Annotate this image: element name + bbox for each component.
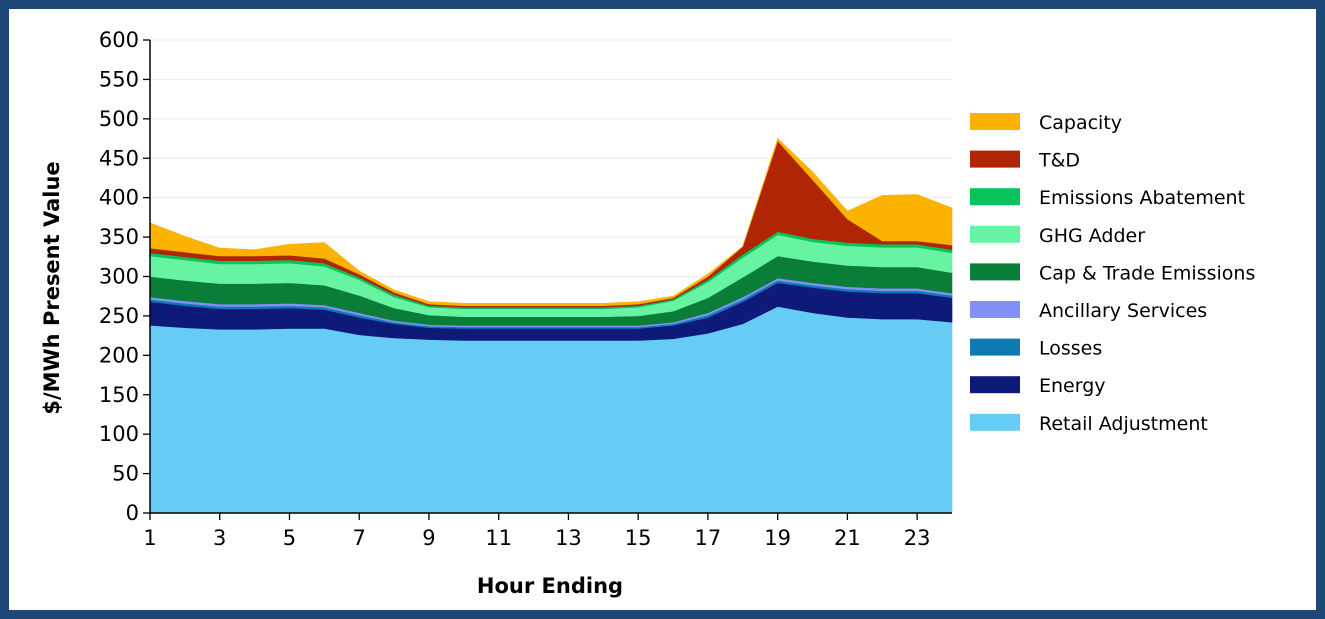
legend-label-ancillary-services: Ancillary Services <box>1039 300 1207 322</box>
y-tick-label-9: 450 <box>99 146 139 170</box>
legend-label-losses: Losses <box>1039 338 1102 360</box>
legend-swatch-cap-trade-emissions <box>970 263 1020 281</box>
legend-label-capacity: Capacity <box>1039 112 1122 134</box>
x-tick-label-9: 19 <box>764 526 791 550</box>
legend-label-emissions-abatement: Emissions Abatement <box>1039 187 1245 209</box>
legend-label-retail-adjustment: Retail Adjustment <box>1039 413 1208 435</box>
legend-label-energy: Energy <box>1039 375 1106 397</box>
y-tick-label-12: 600 <box>99 28 139 52</box>
legend-swatch-energy <box>970 376 1020 394</box>
y-tick-label-7: 350 <box>99 225 139 249</box>
y-tick-label-2: 100 <box>99 422 139 446</box>
legend-swatch-emissions-abatement <box>970 188 1020 206</box>
legend-label-t-d: T&D <box>1038 150 1080 172</box>
legend-label-cap-trade-emissions: Cap & Trade Emissions <box>1039 262 1255 284</box>
x-tick-label-3: 7 <box>353 526 366 550</box>
y-axis-title: $/MWh Present Value <box>40 161 64 414</box>
legend-label-ghg-adder: GHG Adder <box>1039 225 1145 247</box>
legend-swatch-losses <box>970 338 1020 356</box>
legend-swatch-t-d <box>970 150 1020 168</box>
x-tick-label-11: 23 <box>904 526 931 550</box>
x-axis-title: Hour Ending <box>477 574 623 598</box>
y-tick-label-0: 0 <box>126 501 139 525</box>
area-series <box>149 137 953 514</box>
chart-panel: 0 50 100 150 200 250 300 350 400 450 500 550 600 1 3 5 7… <box>9 9 1316 610</box>
area-capacity <box>149 137 953 306</box>
legend-swatch-ghg-adder <box>970 225 1020 243</box>
x-tick-label-10: 21 <box>834 526 861 550</box>
x-tick-label-4: 9 <box>422 526 435 550</box>
x-tick-label-1: 3 <box>213 526 226 550</box>
y-tick-label-8: 400 <box>99 186 139 210</box>
y-tick-label-11: 550 <box>99 67 139 91</box>
legend-swatch-capacity <box>970 113 1020 130</box>
legend-swatch-ancillary-services <box>970 301 1020 318</box>
y-tick-label-1: 50 <box>112 462 139 486</box>
legend-swatch-retail-adjustment <box>970 413 1020 431</box>
x-tick-label-5: 11 <box>485 526 512 550</box>
x-tick-label-8: 17 <box>695 526 722 550</box>
x-tick-label-7: 15 <box>625 526 652 550</box>
x-tick-label-2: 5 <box>283 526 296 550</box>
y-tick-label-4: 200 <box>99 343 139 367</box>
y-tick-label-6: 300 <box>99 265 139 289</box>
y-tick-label-3: 150 <box>99 383 139 407</box>
y-tick-label-5: 250 <box>99 304 139 328</box>
x-tick-label-6: 13 <box>555 526 582 550</box>
x-tick-label-0: 1 <box>143 526 156 550</box>
legend: Capacity T&D Emissions Abatement GHG Adder C… <box>970 112 1255 435</box>
y-tick-label-10: 500 <box>99 107 139 131</box>
